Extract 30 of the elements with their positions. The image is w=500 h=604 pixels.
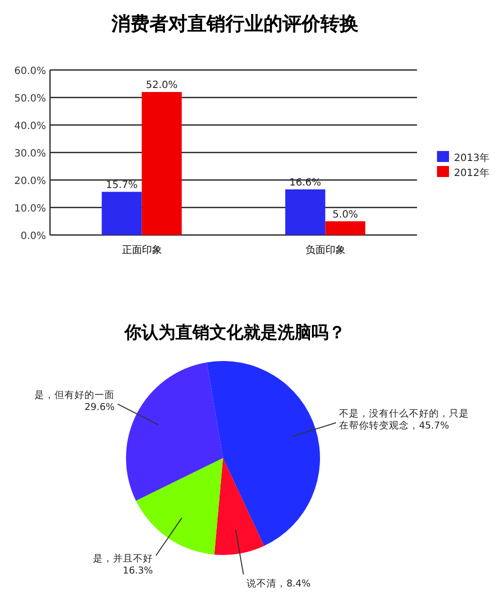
x-tick-label: 正面印象 bbox=[122, 244, 162, 256]
bar bbox=[325, 221, 366, 235]
chart-title: 消费者对直销行业的评价转换 bbox=[110, 13, 358, 35]
data-label: 16.3% bbox=[122, 566, 153, 577]
pie-slice bbox=[206, 361, 320, 546]
bar bbox=[102, 192, 142, 235]
data-label: 15.7% bbox=[106, 180, 138, 191]
y-tick-label: 10.0% bbox=[14, 204, 46, 214]
y-tick-label: 30.0% bbox=[14, 148, 46, 160]
y-tick-label: 60.0% bbox=[14, 66, 46, 77]
slice-label: 说不清，8.4% bbox=[246, 578, 311, 590]
x-tick-label: 负面印象 bbox=[305, 244, 346, 256]
legend-label: 2013年 bbox=[454, 152, 490, 164]
bar bbox=[142, 92, 182, 235]
slice-label: 是，并且不好 bbox=[92, 552, 153, 565]
data-label: 29.6% bbox=[84, 402, 115, 414]
y-tick-label: 0.0% bbox=[20, 231, 46, 242]
slice-label: 不是，没有什么不好的，只是在帮你转变观念，45.7% bbox=[338, 408, 469, 432]
legend-label: 2012年 bbox=[454, 167, 490, 179]
pie-slice bbox=[136, 458, 223, 555]
y-tick-label: 50.0% bbox=[14, 94, 46, 104]
pie-slice bbox=[126, 362, 223, 501]
slice-label: 是，但有好的一面 bbox=[34, 389, 115, 402]
y-tick-label: 40.0% bbox=[14, 121, 46, 132]
data-label: 5.0% bbox=[332, 209, 358, 220]
bar bbox=[285, 189, 326, 235]
data-label: 52.0% bbox=[146, 80, 178, 91]
y-tick-label: 20.0% bbox=[14, 176, 46, 187]
pie-slice bbox=[214, 458, 264, 555]
chart-title: 你认为直销文化就是洗脑吗？ bbox=[124, 323, 346, 343]
